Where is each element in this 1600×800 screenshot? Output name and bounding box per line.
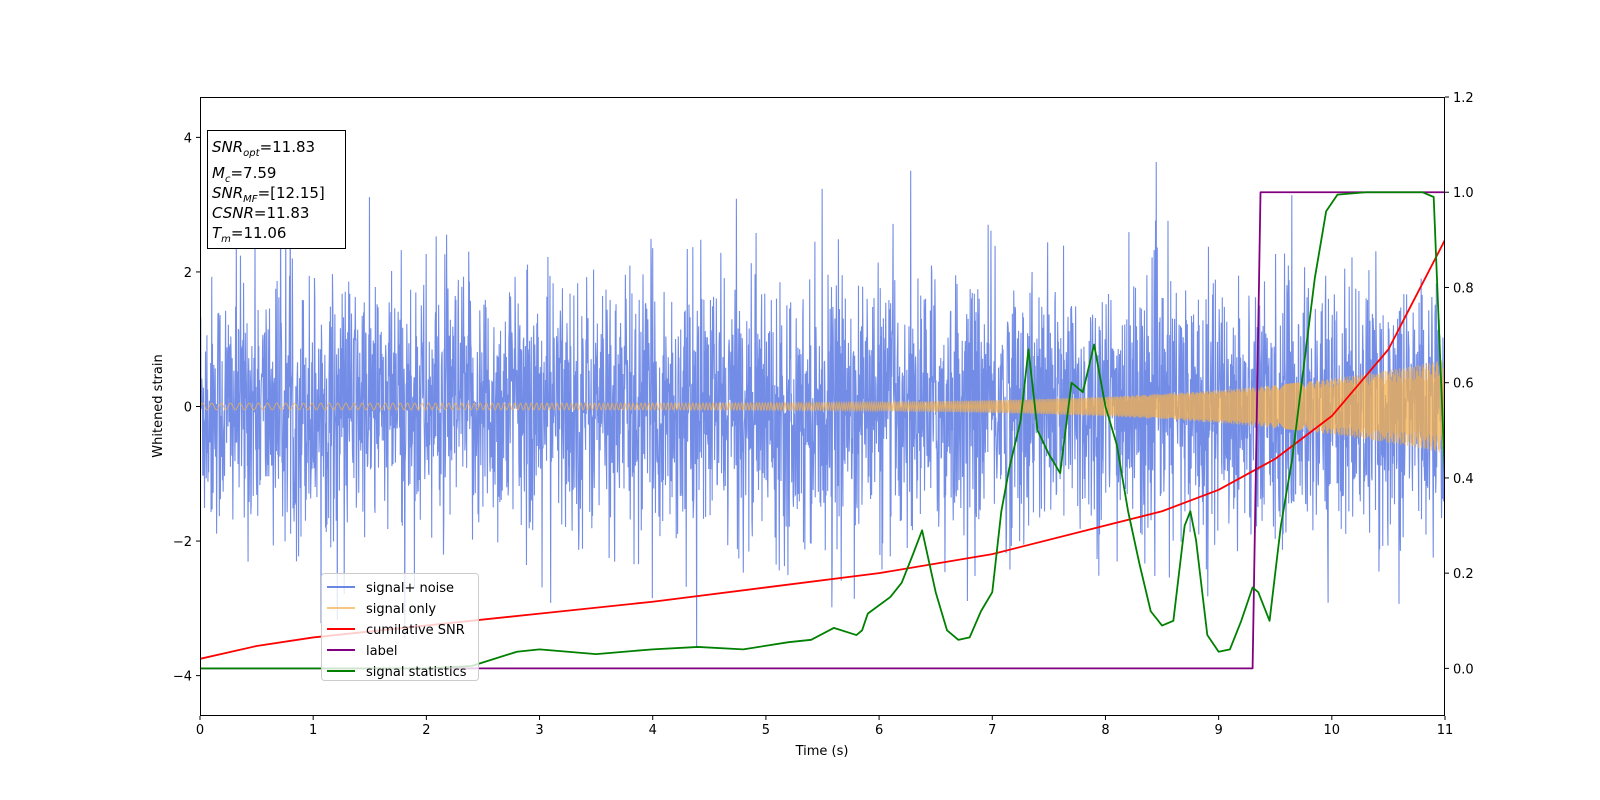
x-tick-label: 0 — [196, 723, 204, 738]
stats-box: SNRopt=11.83 Mc=7.59 SNRMF=[12.15] CSNR=… — [207, 130, 346, 249]
x-tick-label: 6 — [875, 723, 883, 738]
y-right-tick-label: 1.2 — [1453, 91, 1474, 106]
y-left-tick-label: −2 — [173, 535, 192, 550]
series-signal-only — [200, 360, 1445, 454]
x-tick-label: 10 — [1324, 723, 1341, 738]
x-axis-label: Time (s) — [795, 744, 849, 759]
legend-label: cumilative SNR — [366, 623, 465, 638]
y-right-tick-label: 0.4 — [1453, 472, 1474, 487]
y-right-tick-label: 0.6 — [1453, 377, 1474, 392]
snr-opt-line: SNRopt=11.83 — [212, 138, 315, 159]
csnr-line: CSNR=11.83 — [212, 204, 309, 222]
y-left-tick-label: −4 — [173, 670, 192, 685]
y-right-tick-label: 0.8 — [1453, 281, 1474, 296]
x-tick-label: 4 — [649, 723, 657, 738]
snr-mf-line: SNRMF=[12.15] — [212, 184, 325, 205]
y-axis-left: −4 −2 0 2 4 — [173, 131, 200, 685]
y-axis-label: Whitened strain — [151, 354, 166, 457]
y-left-tick-label: 0 — [184, 401, 192, 416]
mc-line: Mc=7.59 — [212, 164, 276, 185]
y-right-tick-label: 1.0 — [1453, 186, 1474, 201]
legend-label: label — [366, 644, 397, 659]
x-axis: 0 1 2 3 4 5 6 7 8 9 10 11 — [196, 716, 1453, 738]
tm-line: Tm=11.06 — [212, 224, 286, 245]
y-axis-right: 0.0 0.2 0.4 0.6 0.8 1.0 1.2 — [1445, 91, 1474, 677]
series-label — [200, 191, 1445, 670]
series-signal-statistics — [200, 191, 1445, 670]
x-tick-label: 5 — [762, 723, 770, 738]
x-tick-label: 9 — [1214, 723, 1222, 738]
y-left-tick-label: 2 — [184, 266, 192, 281]
legend-label: signal only — [366, 602, 436, 617]
x-tick-label: 7 — [988, 723, 996, 738]
y-right-tick-label: 0.0 — [1453, 662, 1474, 677]
y-left-tick-label: 4 — [184, 131, 192, 146]
axes-frame — [200, 97, 1445, 716]
legend: signal+ noise signal only cumilative SNR la… — [321, 573, 479, 681]
x-tick-label: 2 — [422, 723, 430, 738]
x-tick-label: 1 — [309, 723, 317, 738]
x-tick-label: 11 — [1437, 723, 1454, 738]
y-right-tick-label: 0.2 — [1453, 567, 1474, 582]
legend-label: signal+ noise — [366, 581, 454, 596]
x-tick-label: 8 — [1101, 723, 1109, 738]
x-tick-label: 3 — [535, 723, 543, 738]
legend-label: signal statistics — [366, 665, 467, 680]
